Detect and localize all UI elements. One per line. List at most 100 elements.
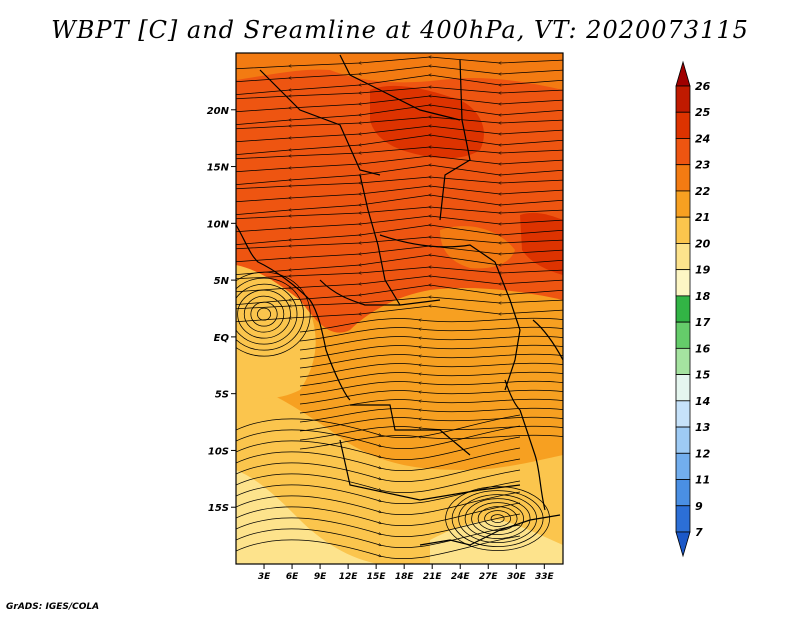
lat-tick-label: 15S: [208, 503, 229, 514]
border-north-2: [339, 54, 461, 121]
streamline: [236, 147, 563, 160]
lon-tick-label: 15E: [367, 572, 387, 582]
lon-tick-label: 9E: [314, 572, 327, 582]
colorbar-swatch: [675, 243, 691, 271]
border-east-1: [494, 261, 521, 391]
colorbar-swatch: [675, 347, 691, 375]
streamline: [236, 207, 563, 220]
streamline-circulation: [257, 307, 272, 321]
streamline: [236, 458, 521, 483]
colorbar-label: 21: [695, 211, 710, 224]
lon-tick-label: 6E: [286, 572, 299, 582]
lon-tick-label: 33E: [535, 572, 555, 582]
streamline: [236, 57, 563, 70]
streamline: [236, 216, 563, 233]
lon-tick-label: 30E: [507, 572, 527, 582]
lat-tick-label: 5N: [214, 276, 230, 287]
colorbar-swatch: [675, 321, 691, 349]
colorbar-label: 12: [695, 447, 711, 460]
border-lake-1: [519, 409, 546, 511]
colorbar-label: 15: [695, 369, 711, 382]
streamline-circulation: [471, 502, 524, 535]
streamline-circulation: [243, 295, 285, 333]
colorbar-swatch: [675, 400, 691, 428]
colorbar-swatch: [675, 479, 691, 507]
border-north-3: [439, 59, 471, 221]
colorbar-swatch: [675, 269, 691, 297]
streamline: [236, 255, 563, 276]
streamline: [299, 425, 563, 441]
colorbar-label: 13: [695, 421, 711, 434]
colorbar-label: 14: [695, 395, 710, 408]
streamline: [236, 225, 563, 246]
colorbar-label: 26: [695, 80, 711, 93]
border-central-2: [379, 234, 496, 263]
streamline: [236, 126, 563, 143]
chart-title: WBPT [C] and Sreamline at 400hPa, VT: 20…: [51, 16, 749, 44]
streamline-circulation: [490, 514, 505, 523]
streamline: [236, 502, 521, 527]
streamline: [299, 407, 563, 423]
colorbar-label: 22: [695, 185, 711, 198]
streamline: [236, 117, 563, 130]
colorbar-swatch: [675, 505, 691, 533]
colorbar: 26 25 24 23 22 21 20 19 18 17 16 15 14 13 12 11 9 7: [675, 60, 711, 558]
streamline: [236, 195, 563, 216]
streamline-circulation: [451, 490, 544, 547]
border-central-1: [359, 174, 401, 306]
lon-tick-label: 3E: [258, 572, 271, 582]
streamline: [299, 434, 563, 450]
colorbar-swatch: [675, 452, 691, 480]
shade-south-light: [236, 380, 563, 564]
colorbar-swatch: [675, 164, 691, 192]
colorbar-swatch: [675, 295, 691, 323]
border-coastline-west: [236, 224, 351, 401]
colorbar-label: 19: [695, 264, 711, 277]
streamline: [236, 177, 563, 190]
streamline: [236, 156, 563, 173]
streamline: [299, 326, 563, 342]
colorbar-swatch: [675, 138, 691, 166]
longitude-axis: 3E 6E 9E 12E 15E 18E 21E 24E 27E 30E 33E: [258, 564, 555, 582]
streamline: [236, 96, 563, 113]
colorbar-swatch: [675, 111, 691, 139]
streamline: [236, 267, 563, 280]
colorbar-swatch: [675, 85, 691, 113]
streamline-circulation: [250, 301, 278, 327]
lat-tick-label: 20N: [207, 106, 230, 117]
colorbar-label: 9: [695, 500, 703, 513]
streamline: [299, 317, 563, 333]
border-lake-2: [504, 379, 521, 411]
colorbar-swatch: [675, 190, 691, 218]
streamline: [236, 535, 521, 560]
colorbar-top-arrow: [675, 60, 691, 87]
streamline: [236, 513, 521, 538]
colorbar-label: 17: [695, 316, 711, 329]
streamline: [299, 344, 563, 360]
streamline: [236, 414, 521, 439]
streamline: [236, 524, 521, 549]
border-south-3: [419, 514, 561, 546]
colorbar-bottom-arrow: [675, 531, 691, 558]
border-south-1: [350, 404, 471, 456]
streamline: [299, 416, 563, 432]
footer-credit: GrADS: IGES/COLA: [6, 602, 100, 612]
streamline: [236, 306, 563, 323]
lat-tick-label: 15N: [207, 163, 230, 174]
colorbar-label: 25: [695, 106, 711, 119]
streamline: [299, 362, 563, 378]
streamline: [236, 285, 563, 306]
streamline: [236, 165, 563, 186]
streamline: [299, 353, 563, 369]
shade-east-red: [520, 212, 563, 275]
lat-tick-label: 10N: [207, 219, 230, 230]
colorbar-label: 20: [695, 237, 711, 250]
colorbar-swatch: [675, 374, 691, 402]
border-central-3: [319, 279, 441, 306]
streamline: [236, 436, 521, 461]
streamline: [236, 246, 563, 263]
streamline-circulation: [464, 498, 531, 539]
streamline: [236, 276, 563, 293]
streamline-circulation: [236, 277, 304, 351]
lon-tick-label: 12E: [339, 572, 359, 582]
